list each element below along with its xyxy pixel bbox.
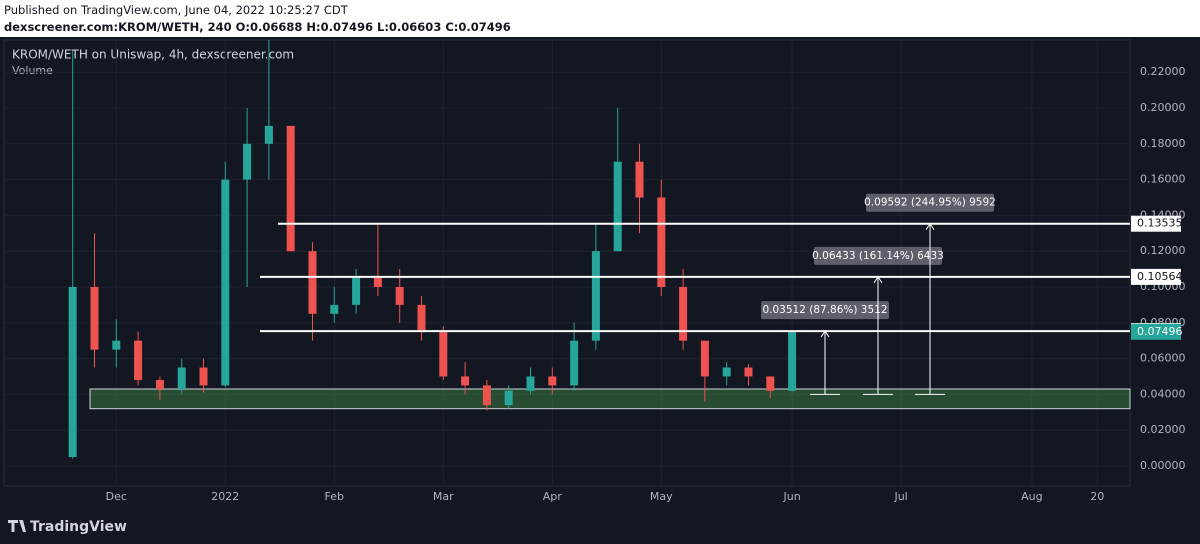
chart-bg (0, 37, 1200, 544)
candle-body (526, 376, 535, 391)
candle-body (68, 286, 77, 458)
candle-body (134, 340, 143, 381)
candle-body (461, 376, 470, 386)
y-tick-label: 0.22000 (1140, 65, 1186, 78)
candle-body (657, 197, 666, 287)
x-tick-label: Mar (433, 490, 454, 503)
arrow-head (873, 275, 883, 284)
last-price-label: 0.07496 (1137, 325, 1183, 338)
candle-body (199, 367, 208, 386)
y-tick-label: 0.12000 (1140, 244, 1186, 257)
measure-label: 0.09592 (244.95%) 9592 (864, 197, 996, 209)
candle-body (264, 125, 273, 144)
candle-body (570, 340, 579, 386)
y-tick-label: 0.06000 (1140, 352, 1186, 365)
candle-body (112, 340, 121, 350)
candle-body (352, 278, 361, 305)
level-label: 0.13535 (1137, 217, 1183, 230)
candle-body (679, 286, 688, 341)
x-tick-label: May (650, 490, 673, 503)
subtitle: Volume (12, 64, 53, 77)
level-tag (1131, 215, 1181, 232)
symbol-line: dexscreener.com:KROM/WETH, 240 O:0.06688… (4, 20, 511, 34)
chart-title: KROM/WETH on Uniswap, 4h, dexscreener.co… (12, 48, 294, 62)
candle-body (439, 331, 448, 377)
level-tag (1131, 268, 1181, 285)
y-tick-label: 0.18000 (1140, 137, 1186, 150)
header: Published on TradingView.com, June 04, 2… (0, 0, 1200, 37)
x-tick-label: 2022 (211, 490, 239, 503)
candle-body (766, 376, 775, 391)
candle-body (330, 304, 339, 314)
arrow-head (820, 330, 830, 338)
candle-body (482, 385, 491, 406)
candle-body (417, 304, 426, 332)
y-tick-label: 0.00000 (1140, 459, 1186, 472)
measure-label: 0.03512 (87.86%) 3512 (762, 304, 887, 316)
measure-box (814, 246, 942, 265)
candle-body (286, 125, 295, 252)
measure-box (761, 301, 889, 320)
candle-body (373, 278, 382, 287)
last-price-tag (1131, 323, 1181, 340)
measure-box (866, 193, 994, 212)
candle-body (504, 390, 513, 406)
candle-body (395, 286, 404, 305)
candle-body (613, 161, 622, 252)
measure-label: 0.06433 (161.14%) 6433 (812, 250, 944, 262)
arrow-head (925, 222, 935, 230)
y-tick-label: 0.16000 (1140, 173, 1186, 186)
y-tick-label: 0.04000 (1140, 387, 1186, 400)
x-tick-label: Jul (893, 490, 907, 503)
published: Published on TradingView.com, June 04, 2… (4, 3, 348, 17)
x-tick-label: Jun (783, 490, 801, 503)
x-tick-label: 20 (1090, 490, 1104, 503)
candle-body (722, 367, 731, 377)
candle-body (700, 340, 709, 377)
candle-body (177, 367, 186, 389)
candle-body (155, 380, 164, 389)
candle-body (591, 251, 600, 341)
candle-body (788, 331, 797, 391)
candle-body (308, 251, 317, 314)
candle-body (90, 286, 99, 350)
y-tick-label: 0.02000 (1140, 423, 1186, 436)
logo: TradingView (8, 519, 127, 535)
brand: TradingView (30, 519, 127, 535)
x-tick-label: Dec (106, 490, 127, 503)
y-tick-label: 0.20000 (1140, 101, 1186, 114)
x-tick-label: Apr (543, 490, 563, 503)
candle-body (548, 376, 557, 386)
support-zone (89, 388, 1131, 410)
candle-body (744, 367, 753, 377)
candle-body (635, 161, 644, 198)
level-label: 0.10564 (1137, 270, 1183, 283)
candle-body (243, 143, 252, 180)
x-tick-label: Aug (1021, 490, 1042, 503)
x-tick-label: Feb (325, 490, 344, 503)
candle-body (221, 179, 230, 386)
